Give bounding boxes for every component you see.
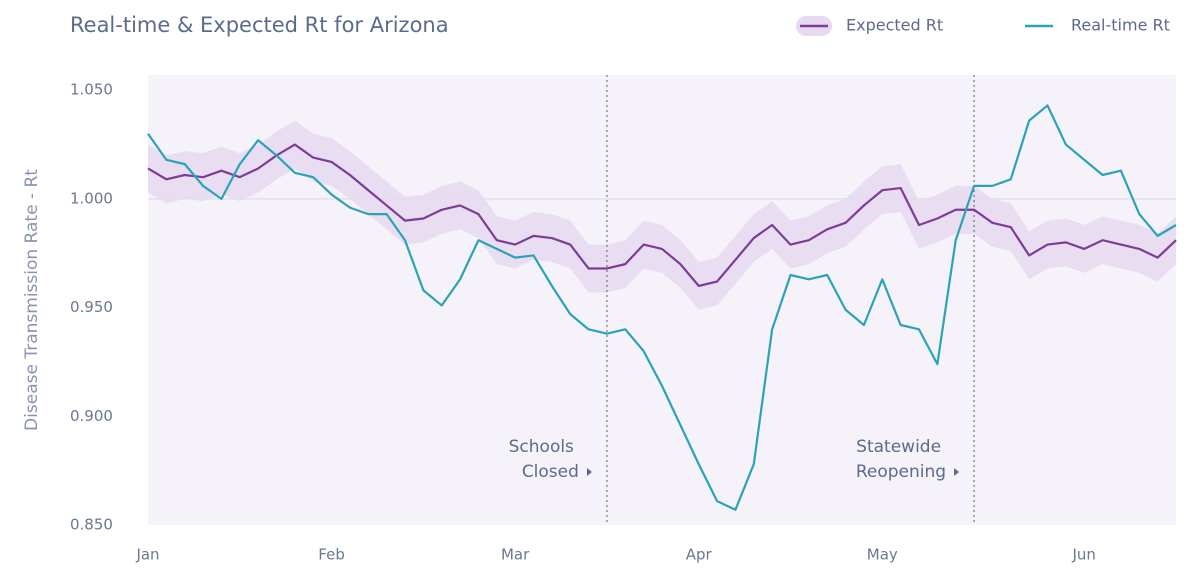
y-axis-label: Disease Transmission Rate - Rt: [22, 169, 42, 431]
confidence-band: [148, 120, 1176, 310]
annotation-text: Statewide: [856, 437, 941, 457]
annotation-text: Reopening: [856, 462, 946, 482]
x-tick-label: Mar: [501, 546, 530, 564]
legend-label: Expected Rt: [846, 16, 943, 35]
y-tick-label: 0.850: [70, 516, 113, 534]
chart-title: Real-time & Expected Rt for Arizona: [70, 13, 449, 37]
legend-label: Real-time Rt: [1071, 16, 1170, 35]
y-tick-label: 0.900: [70, 407, 113, 425]
x-tick-label: Apr: [686, 546, 713, 564]
x-tick-label: Feb: [318, 546, 345, 564]
annotation-text: Schools: [509, 437, 574, 457]
annotation-text: Closed: [522, 462, 579, 482]
series-line: [147, 143, 1177, 287]
y-tick-label: 1.050: [70, 81, 113, 99]
x-tick-label: Jan: [135, 546, 159, 564]
annotation-arrow: [954, 468, 960, 476]
series-line: [147, 104, 1177, 511]
x-tick-label: Jun: [1071, 546, 1095, 564]
x-tick-label: May: [867, 546, 898, 564]
y-tick-label: 1.000: [70, 189, 113, 207]
annotation-arrow: [586, 468, 592, 476]
y-tick-label: 0.950: [70, 298, 113, 316]
